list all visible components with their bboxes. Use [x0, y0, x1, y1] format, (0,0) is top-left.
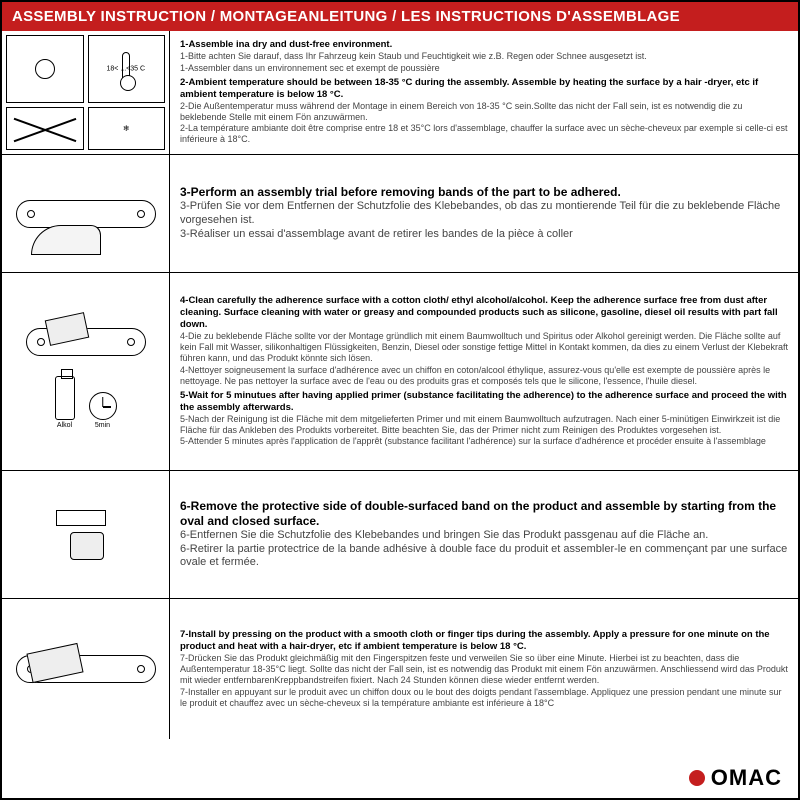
step-en: 6-Remove the protective side of double-s…: [180, 499, 790, 529]
step-en: 5-Wait for 5 minutues after having appli…: [180, 390, 790, 414]
peel-graphic: [56, 510, 116, 560]
illus-clean: Alkol 5min: [2, 273, 170, 470]
cell-snow: ❄: [88, 107, 166, 150]
step-2: 2-Ambient temperature should be between …: [180, 77, 790, 146]
bottle-label: Alkol: [57, 422, 72, 429]
base-icon: [70, 532, 104, 560]
brand-dot-icon: [689, 770, 705, 786]
step-fr: 1-Assembler dans un environnement sec et…: [180, 63, 790, 74]
row-trial: 3-Perform an assembly trial before remov…: [2, 155, 798, 273]
step-de: 2-Die Außentemperatur muss während der M…: [180, 101, 790, 124]
step-3: 3-Perform an assembly trial before remov…: [180, 185, 790, 241]
illus-trial: [2, 155, 170, 272]
clean-graphic: [21, 314, 151, 370]
footer: OMAC: [2, 758, 798, 798]
step-fr: 2-La température ambiante doit être comp…: [180, 123, 790, 146]
hand-icon: [31, 225, 101, 255]
step-7: 7-Install by pressing on the product wit…: [180, 629, 790, 709]
install-graphic: [11, 634, 161, 704]
clean-bottom: Alkol 5min: [6, 376, 165, 429]
bottle-wrap: Alkol: [55, 376, 75, 429]
illus-install: [2, 599, 170, 739]
row-install: 7-Install by pressing on the product wit…: [2, 599, 798, 739]
cell-no-rain: [6, 107, 84, 150]
temp-label: 18< ...<35 C: [107, 66, 146, 73]
tape-icon: [56, 510, 106, 526]
step-en: 3-Perform an assembly trial before remov…: [180, 185, 790, 200]
handle-icon: [16, 200, 156, 228]
row-clean: Alkol 5min 4-Clean carefully the adheren…: [2, 273, 798, 471]
page-title: ASSEMBLY INSTRUCTION / MONTAGEANLEITUNG …: [2, 2, 798, 31]
step-1: 1-Assemble ina dry and dust-free environ…: [180, 39, 790, 73]
step-fr: 6-Retirer la partie protectrice de la ba…: [180, 543, 790, 571]
illus-environment: 18< ...<35 C ❄: [2, 31, 170, 154]
cross-icon: [7, 108, 83, 149]
sun-icon: [35, 59, 55, 79]
step-en: 2-Ambient temperature should be between …: [180, 77, 790, 101]
step-en: 7-Install by pressing on the product wit…: [180, 629, 790, 653]
step-de: 7-Drücken Sie das Produkt gleichmäßig mi…: [180, 653, 790, 687]
step-5: 5-Wait for 5 minutues after having appli…: [180, 390, 790, 448]
instruction-sheet: ASSEMBLY INSTRUCTION / MONTAGEANLEITUNG …: [0, 0, 800, 800]
trial-graphic: [11, 179, 161, 249]
text-trial: 3-Perform an assembly trial before remov…: [170, 155, 798, 272]
text-remove: 6-Remove the protective side of double-s…: [170, 471, 798, 598]
step-de: 1-Bitte achten Sie darauf, dass Ihr Fahr…: [180, 51, 790, 62]
instruction-rows: 18< ...<35 C ❄ 1-Assemble ina dry and du…: [2, 31, 798, 758]
step-6: 6-Remove the protective side of double-s…: [180, 499, 790, 570]
step-fr: 7-Installer en appuyant sur le produit a…: [180, 687, 790, 710]
row-remove: 6-Remove the protective side of double-s…: [2, 471, 798, 599]
step-fr: 3-Réaliser un essai d'assemblage avant d…: [180, 228, 790, 242]
snow-icon: ❄: [123, 124, 130, 133]
clock-wrap: 5min: [89, 392, 117, 429]
step-de: 6-Entfernen Sie die Schutzfolie des Kleb…: [180, 529, 790, 543]
text-install: 7-Install by pressing on the product wit…: [170, 599, 798, 739]
clean-top: [6, 314, 165, 370]
env-grid: 18< ...<35 C ❄: [6, 35, 165, 150]
step-de: 4-Die zu beklebende Fläche sollte vor de…: [180, 331, 790, 365]
text-clean: 4-Clean carefully the adherence surface …: [170, 273, 798, 470]
timer-label: 5min: [95, 422, 110, 429]
row-environment: 18< ...<35 C ❄ 1-Assemble ina dry and du…: [2, 31, 798, 155]
step-fr: 4-Nettoyer soigneusement la surface d'ad…: [180, 365, 790, 388]
step-de: 3-Prüfen Sie vor dem Entfernen der Schut…: [180, 200, 790, 228]
bottle-icon: [55, 376, 75, 420]
step-fr: 5-Attender 5 minutes après l'application…: [180, 436, 790, 447]
cell-thermo: 18< ...<35 C: [88, 35, 166, 103]
step-en: 1-Assemble ina dry and dust-free environ…: [180, 39, 790, 51]
brand-name: OMAC: [711, 765, 782, 791]
step-de: 5-Nach der Reinigung ist die Fläche mit …: [180, 414, 790, 437]
step-en: 4-Clean carefully the adherence surface …: [180, 295, 790, 331]
cell-sun: [6, 35, 84, 103]
illus-remove: [2, 471, 170, 598]
clock-icon: [89, 392, 117, 420]
text-environment: 1-Assemble ina dry and dust-free environ…: [170, 31, 798, 154]
step-4: 4-Clean carefully the adherence surface …: [180, 295, 790, 387]
